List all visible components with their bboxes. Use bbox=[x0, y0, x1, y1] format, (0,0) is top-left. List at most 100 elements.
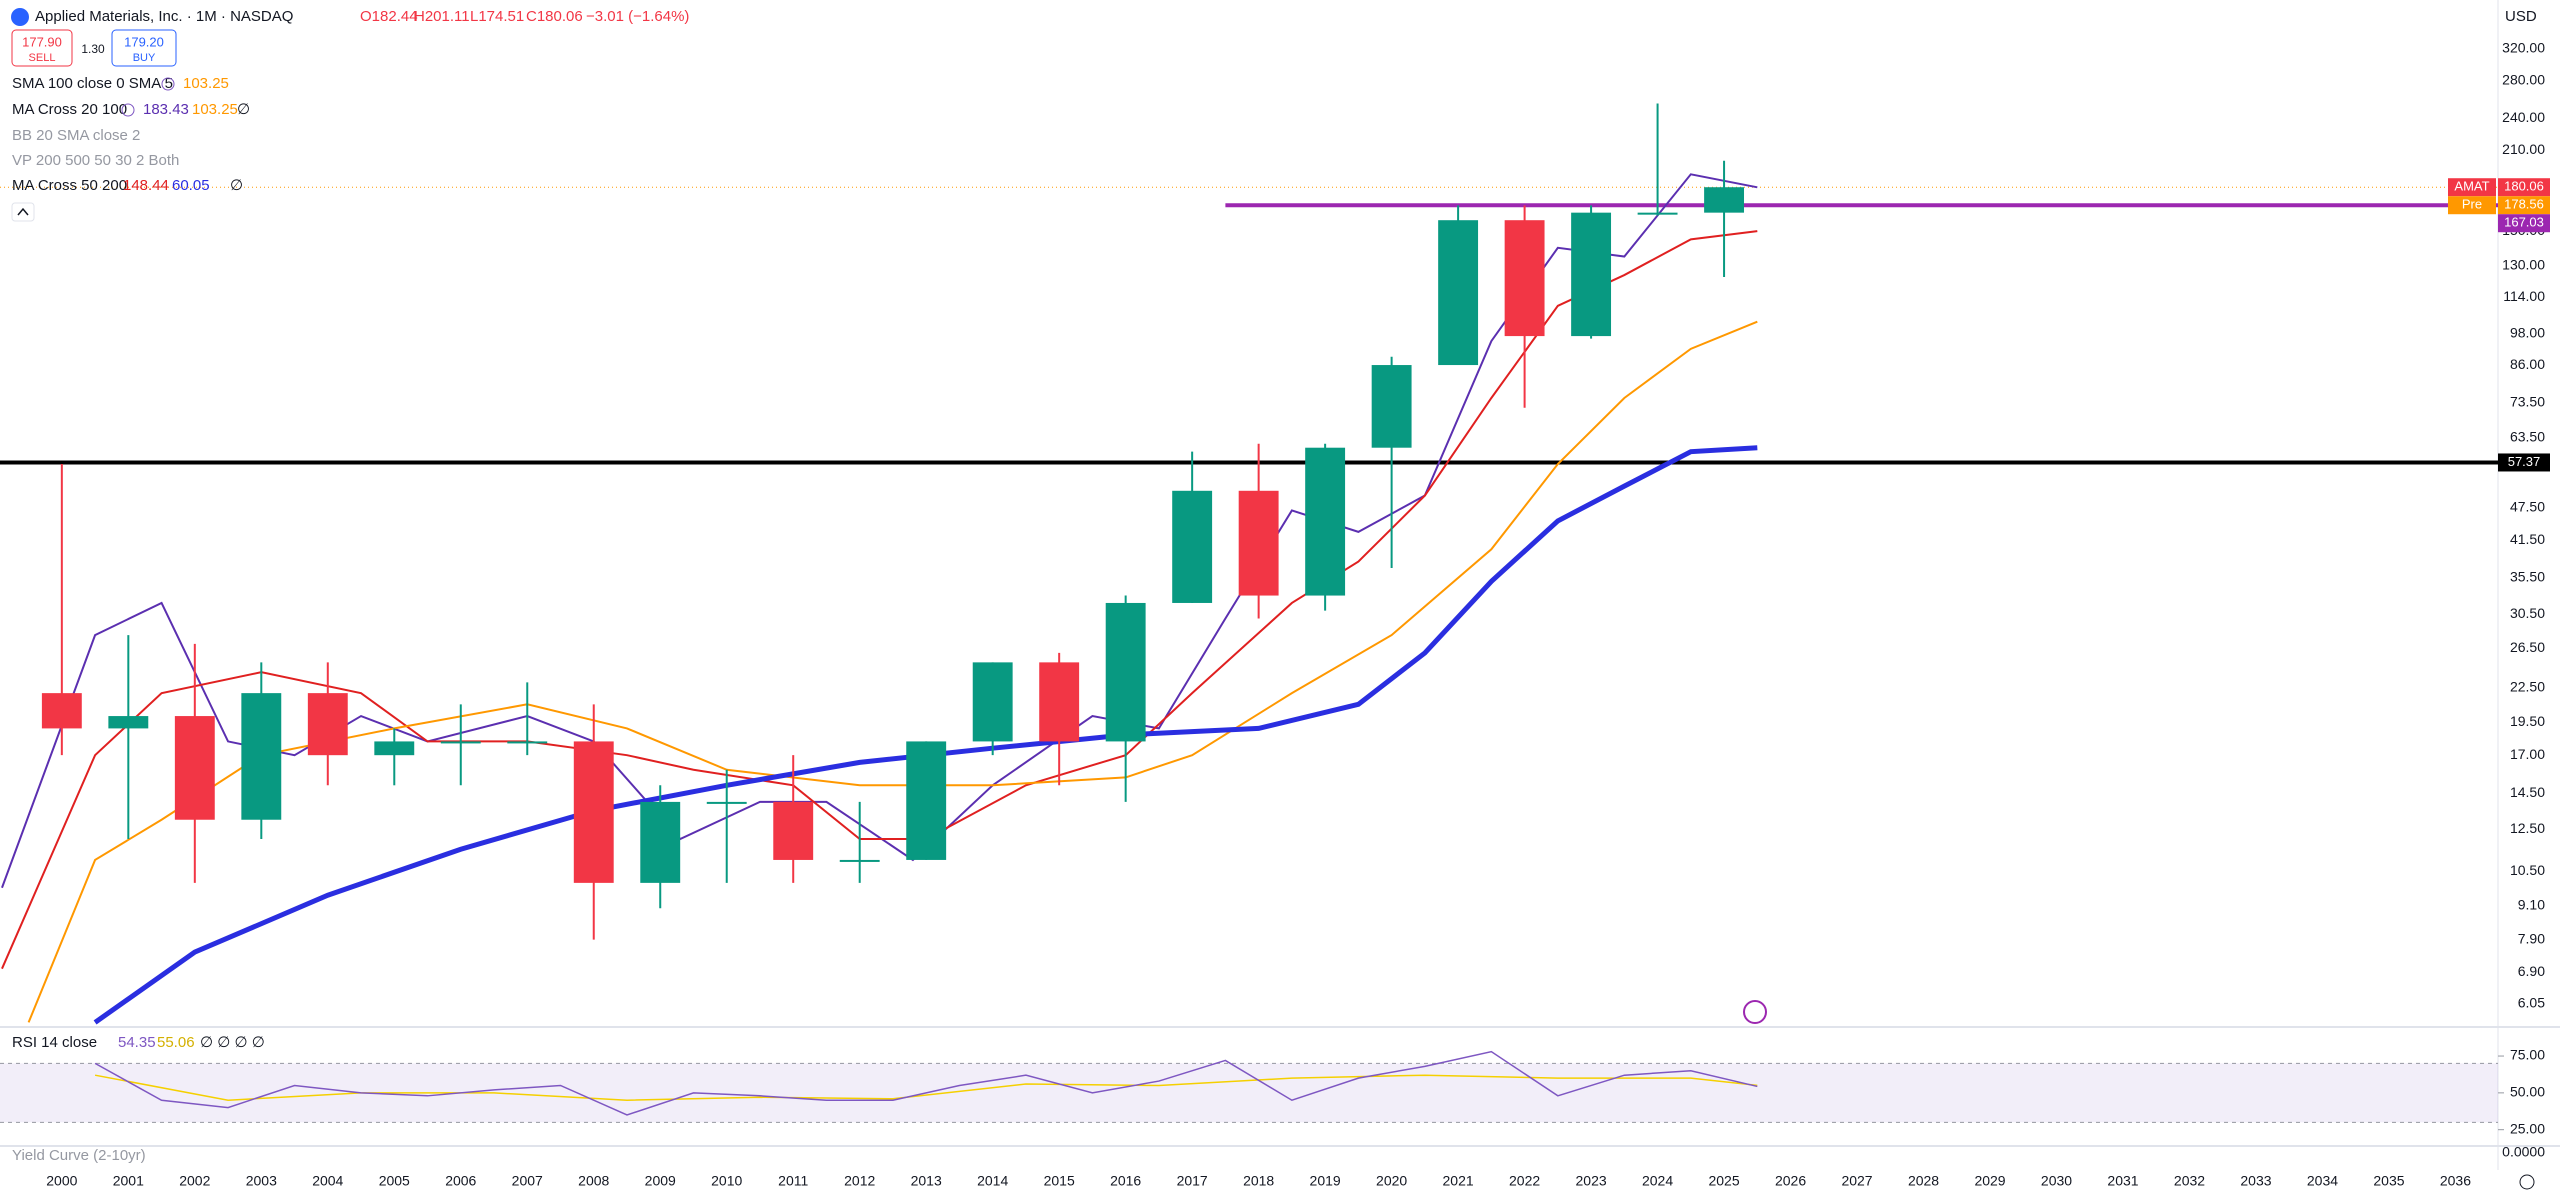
y-tick-label: 12.50 bbox=[2510, 820, 2545, 836]
y-tick-label: 86.00 bbox=[2510, 356, 2545, 372]
y-tick-label: 41.50 bbox=[2510, 531, 2545, 547]
y-tick-label: 280.00 bbox=[2502, 72, 2545, 88]
x-tick-label: 2000 bbox=[46, 1173, 77, 1189]
indicator-label: VP 200 500 50 30 2 Both bbox=[12, 152, 179, 169]
yield-axis-label: 0.0000 bbox=[2502, 1144, 2545, 1160]
legend: SMA 100 close 0 SMA 5 103.25 MA Cross 20… bbox=[11, 75, 250, 222]
y-tick-label: 35.50 bbox=[2510, 569, 2545, 585]
x-tick-label: 2036 bbox=[2440, 1173, 2471, 1189]
plot bbox=[0, 103, 2498, 1123]
candle-body bbox=[1105, 602, 1146, 742]
x-tick-label: 2019 bbox=[1310, 1173, 1341, 1189]
candle-body bbox=[1504, 220, 1545, 337]
alert-icon[interactable] bbox=[1743, 1000, 1767, 1024]
indicator-icon[interactable] bbox=[161, 77, 175, 91]
x-tick-label: 2033 bbox=[2240, 1173, 2271, 1189]
rsi-label: RSI 14 close bbox=[12, 1034, 97, 1051]
y-tick-label: 26.50 bbox=[2510, 639, 2545, 655]
buy-price: 179.20 bbox=[124, 34, 164, 49]
indicator-label: MA Cross 20 100 bbox=[12, 101, 127, 118]
sell-price: 177.90 bbox=[22, 34, 62, 49]
candle-body bbox=[1238, 490, 1279, 596]
x-tick-label: 2030 bbox=[2041, 1173, 2072, 1189]
y-tick-label: 7.90 bbox=[2518, 930, 2545, 946]
x-tick-label: 2023 bbox=[1576, 1173, 1607, 1189]
candle-body bbox=[773, 801, 814, 860]
x-tick-label: 2002 bbox=[179, 1173, 210, 1189]
y-tick-label: 17.00 bbox=[2510, 746, 2545, 762]
ohlc-high: H201.11 bbox=[414, 8, 470, 25]
price-tag-name-label: Pre bbox=[2462, 197, 2482, 212]
price-tag-name bbox=[2448, 178, 2496, 197]
candle-body bbox=[1039, 662, 1080, 742]
ohlc-low: L174.51 bbox=[470, 8, 524, 25]
x-tick-label: 2021 bbox=[1443, 1173, 1474, 1189]
candle-body bbox=[1637, 212, 1678, 215]
x-tick-label: 2013 bbox=[911, 1173, 942, 1189]
y-tick-label: 114.00 bbox=[2503, 288, 2545, 304]
x-tick-label: 2011 bbox=[778, 1173, 808, 1189]
symbol-title: Applied Materials, Inc. · 1M · NASDAQ bbox=[35, 8, 293, 25]
indicator-value: 103.25 bbox=[183, 75, 229, 92]
x-tick-label: 2018 bbox=[1243, 1173, 1274, 1189]
x-tick-label: 2006 bbox=[445, 1173, 476, 1189]
price-tag bbox=[2498, 178, 2550, 197]
candle-body bbox=[1704, 187, 1745, 213]
indicator-value: 60.05 bbox=[172, 177, 210, 194]
y-tick-label: 73.50 bbox=[2510, 394, 2545, 410]
rsi-legend: RSI 14 close 54.35 55.06 ∅ ∅ ∅ ∅ Yield C… bbox=[12, 1034, 2545, 1164]
indicator-value: ∅ bbox=[237, 101, 250, 118]
x-tick-label: 2017 bbox=[1177, 1173, 1208, 1189]
settings-icon[interactable] bbox=[2519, 1174, 2535, 1190]
x-tick-label: 2008 bbox=[578, 1173, 609, 1189]
candle-body bbox=[41, 693, 82, 729]
y-tick-label: 47.50 bbox=[2510, 499, 2545, 515]
rsi-ma-line bbox=[94, 1074, 1758, 1101]
collapse-button[interactable] bbox=[11, 202, 35, 222]
price-tag-label: 167.03 bbox=[2504, 215, 2544, 230]
x-tick-label: 2022 bbox=[1509, 1173, 1540, 1189]
header: Applied Materials, Inc. · 1M · NASDAQ O1… bbox=[11, 8, 2537, 26]
currency: USD bbox=[2505, 8, 2537, 25]
y-tick-label: 30.50 bbox=[2510, 605, 2545, 621]
x-tick-label: 2034 bbox=[2307, 1173, 2338, 1189]
candle-body bbox=[1172, 490, 1213, 603]
rsi-tick-label: 50.00 bbox=[2510, 1084, 2545, 1100]
x-tick-label: 2031 bbox=[2107, 1173, 2138, 1189]
price-tag bbox=[2498, 453, 2550, 472]
spread: 1.30 bbox=[81, 42, 105, 56]
rsi-value: 54.35 bbox=[118, 1034, 156, 1051]
x-tick-label: 2003 bbox=[246, 1173, 277, 1189]
y-tick-label: 98.00 bbox=[2510, 324, 2545, 340]
buy-button[interactable] bbox=[111, 29, 177, 67]
x-tick-label: 2015 bbox=[1044, 1173, 1075, 1189]
ohlc-close: C180.06 bbox=[526, 8, 583, 25]
x-tick-label: 2007 bbox=[512, 1173, 543, 1189]
y-tick-label: 19.50 bbox=[2510, 713, 2545, 729]
candle-body bbox=[1438, 220, 1479, 366]
candle-body bbox=[1571, 212, 1612, 337]
sell-label: SELL bbox=[29, 52, 56, 64]
indicator-value: ∅ bbox=[230, 177, 243, 194]
x-tick-label: 2014 bbox=[977, 1173, 1008, 1189]
sell-button[interactable] bbox=[11, 29, 73, 67]
yield-label: Yield Curve (2-10yr) bbox=[12, 1147, 146, 1164]
price-tag bbox=[2498, 214, 2550, 233]
x-tick-label: 2024 bbox=[1642, 1173, 1673, 1189]
y-tick-label: 22.50 bbox=[2510, 678, 2545, 694]
x-tick-label: 2009 bbox=[645, 1173, 676, 1189]
indicator-icon[interactable] bbox=[121, 103, 135, 117]
x-tick-label: 2025 bbox=[1708, 1173, 1739, 1189]
y-tick-label: 130.00 bbox=[2502, 256, 2545, 272]
candle-body bbox=[640, 801, 681, 883]
ohlc-change: −3.01 (−1.64%) bbox=[586, 8, 689, 25]
price-tag-label: 180.06 bbox=[2504, 179, 2544, 194]
candle-body bbox=[374, 741, 415, 756]
y-tick-label: 320.00 bbox=[2502, 40, 2545, 56]
y-tick-label: 240.00 bbox=[2502, 109, 2545, 125]
collapse-icon bbox=[17, 207, 29, 216]
y-tick-label: 63.50 bbox=[2510, 429, 2545, 445]
y-tick-label: 6.90 bbox=[2518, 963, 2545, 979]
price-tag bbox=[2498, 196, 2550, 215]
